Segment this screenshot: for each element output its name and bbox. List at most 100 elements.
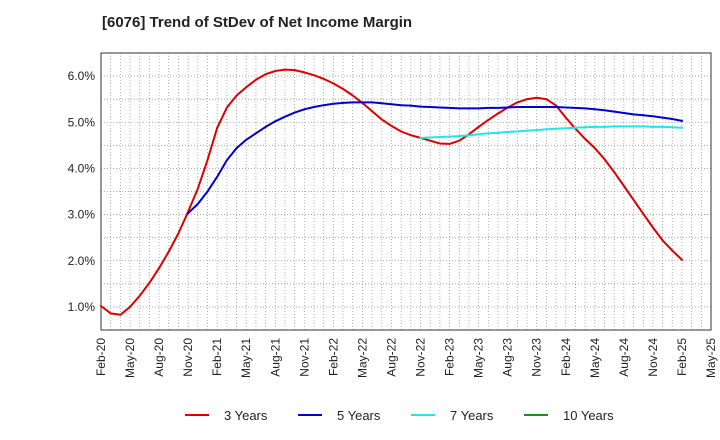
data-point [526,98,528,101]
x-tick-label: Aug-21 [268,338,282,377]
data-point [642,114,645,117]
data-point [303,71,306,74]
data-point [603,126,606,128]
data-point [342,102,344,104]
legend-label: 3 Years [224,408,268,423]
legend-item: 5 Years [298,408,381,423]
x-tick-label: May-20 [123,338,137,378]
data-point [245,86,248,89]
data-point [100,305,102,307]
data-point [274,70,277,72]
data-point [419,137,422,139]
data-point [623,185,625,187]
data-point [119,313,122,316]
x-tick-label: Feb-24 [559,338,573,376]
data-point [564,127,567,130]
data-point [409,134,412,137]
data-point [322,78,325,80]
data-point [681,258,683,261]
data-point [206,190,209,193]
y-tick-label: 6.0% [68,69,96,83]
data-point [497,112,499,115]
y-tick-label: 2.0% [68,254,96,268]
data-point [661,239,664,242]
x-tick-label: May-22 [355,338,369,378]
data-point [584,138,586,140]
x-tick-label: May-21 [239,338,253,378]
data-point [584,126,586,129]
data-point [187,212,190,215]
data-point [487,107,490,109]
data-point [632,113,635,116]
data-point [632,198,635,201]
x-tick-label: Feb-25 [675,338,689,376]
data-point [371,101,373,104]
data-point [226,159,228,162]
data-point [526,106,528,108]
data-point [535,129,538,132]
data-point [613,110,616,113]
data-point [429,106,432,108]
data-point [555,106,557,108]
data-point [593,108,596,111]
x-tick-label: Aug-20 [152,338,166,377]
data-point [400,130,403,133]
data-point [439,136,441,138]
series-layer [100,68,683,316]
data-point [593,126,596,128]
data-point [235,94,238,97]
data-point [632,125,635,128]
data-point [371,110,373,113]
data-point [284,115,286,118]
data-point [448,143,451,145]
data-point [293,111,296,114]
data-point [564,116,567,119]
data-point [264,73,267,76]
data-point [409,104,412,107]
data-point [506,106,509,109]
data-point [613,171,616,174]
data-point [196,203,199,205]
data-point [681,126,683,129]
data-point [458,135,461,138]
x-tick-label: May-24 [588,338,602,378]
data-point [216,126,219,129]
data-point [303,108,306,111]
data-point [555,127,557,130]
data-point [458,139,461,142]
x-tick-label: Feb-20 [94,338,108,376]
data-point [468,107,470,110]
data-point [497,132,499,134]
series-2 [419,125,683,139]
data-point [535,106,538,108]
legend: 3 Years 5 Years 7 Years 10 Years [185,408,614,423]
x-tick-label: Feb-23 [443,338,457,376]
data-point [148,282,151,284]
data-point [652,226,654,229]
x-tick-label: Feb-22 [326,338,340,376]
y-tick-label: 5.0% [68,115,96,129]
series-line [187,101,683,215]
x-tick-label: May-25 [704,338,718,378]
data-point [390,103,393,106]
data-point [245,138,248,141]
data-point [642,212,645,215]
data-point [671,118,674,120]
data-point [487,132,490,135]
data-point [293,69,296,71]
data-point [468,134,470,137]
data-point [458,107,461,110]
x-tick-label: Aug-24 [617,338,631,377]
series-line [419,125,683,139]
data-point [574,107,577,109]
data-point [593,147,596,150]
x-tick-label: Nov-20 [181,338,195,377]
data-point [322,104,325,107]
x-tick-label: Nov-23 [530,338,544,377]
data-point [351,101,354,104]
data-point [284,68,286,71]
legend-item: 7 Years [411,408,494,423]
data-point [545,98,548,101]
data-point [497,107,499,109]
